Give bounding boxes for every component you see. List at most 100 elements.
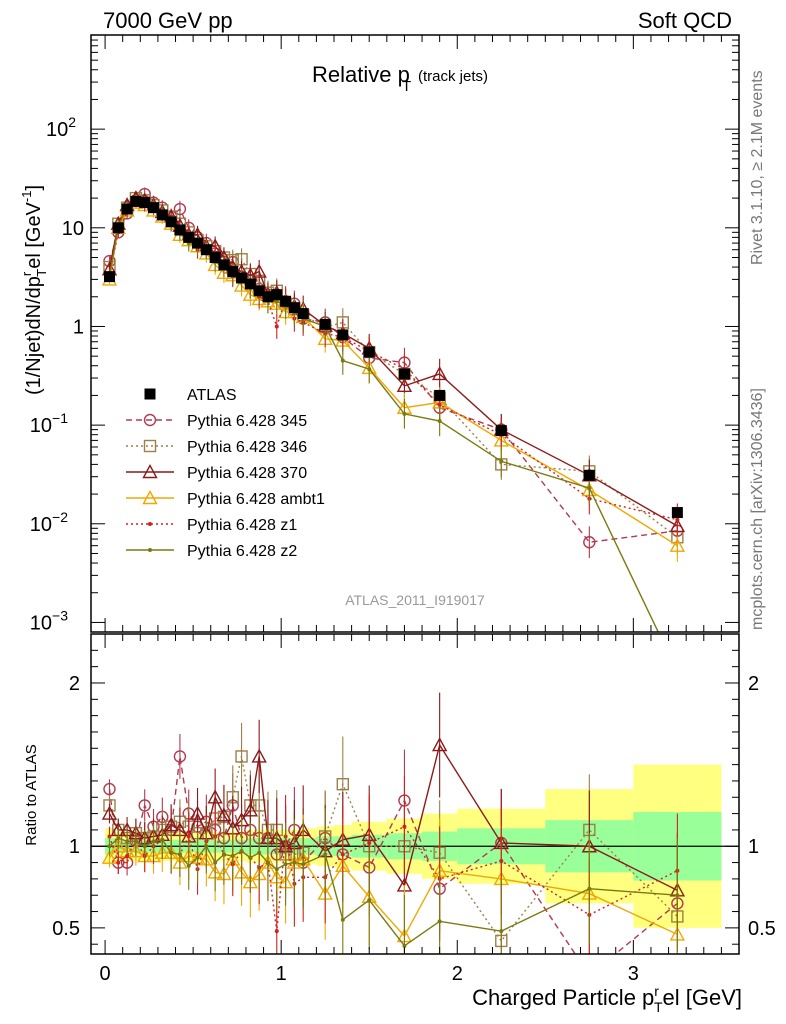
- ratio-point-z1: [116, 860, 121, 865]
- point-ambt1: [216, 264, 232, 279]
- ratio-point-p370: [189, 805, 206, 820]
- point-p345: [583, 536, 596, 549]
- legend-item-z2: Pythia 6.428 z2: [126, 543, 297, 560]
- ratio-series-layer: [101, 692, 686, 981]
- point-atlas: [671, 507, 683, 519]
- legend-label: Pythia 6.428 345: [187, 413, 307, 430]
- legend-label: Pythia 6.428 346: [187, 439, 307, 456]
- ratio-point-p345: [138, 799, 151, 812]
- top-y-label-sup-exp: -1: [19, 191, 34, 203]
- point-atlas: [130, 195, 142, 207]
- x-tick-label: 0: [100, 963, 111, 985]
- point-z2: [274, 299, 279, 304]
- ratio-point-z2: [239, 849, 244, 854]
- point-atlas: [280, 295, 292, 307]
- point-atlas: [209, 252, 221, 264]
- legend-marker: [148, 548, 152, 552]
- svg-text:(1/Njet)dN/dprTel [GeV-1]: (1/Njet)dN/dprTel [GeV-1]: [19, 185, 49, 395]
- ratio-point-p346: [336, 778, 350, 791]
- point-ambt1: [233, 277, 250, 292]
- ratio-point-z2: [301, 862, 306, 867]
- point-p370: [251, 263, 267, 278]
- point-atlas: [139, 197, 151, 209]
- ratio-point-z2: [221, 852, 226, 857]
- ratio-point-p370: [216, 807, 232, 822]
- ratio-point-p346: [235, 750, 248, 763]
- legend-item-z1: Pythia 6.428 z1: [126, 517, 297, 534]
- legend-item-atlas: ATLAS: [144, 387, 237, 404]
- point-ambt1: [242, 286, 259, 301]
- ratio-point-z1: [274, 929, 279, 934]
- point-atlas: [200, 244, 212, 256]
- legend-label: Pythia 6.428 370: [187, 465, 307, 482]
- point-atlas: [121, 203, 133, 215]
- point-atlas: [112, 222, 124, 234]
- point-z1: [274, 324, 279, 329]
- point-p370: [396, 377, 413, 393]
- ratio-point-z2: [169, 850, 174, 855]
- ratio-point-p345: [173, 750, 187, 763]
- ratio-point-p370: [431, 737, 448, 752]
- series-atlas: [103, 195, 683, 519]
- x-tick-label: 2: [452, 963, 463, 985]
- point-z2: [437, 419, 442, 424]
- ratio-point-z2: [274, 867, 279, 872]
- ratio-point-ambt1: [128, 843, 144, 858]
- legend-item-ambt1: Pythia 6.428 ambt1: [126, 490, 325, 508]
- plot-title-suffix: (track jets): [418, 68, 488, 85]
- point-atlas: [244, 278, 256, 290]
- top-frame: [90, 34, 740, 633]
- point-atlas: [363, 346, 375, 358]
- point-atlas: [192, 237, 204, 249]
- point-z2: [587, 486, 592, 491]
- x-tick-label: 1: [276, 963, 287, 985]
- series-line-p346: [108, 197, 678, 538]
- ratio-point-z2: [204, 844, 209, 849]
- ratio-point-z1: [340, 852, 345, 857]
- point-atlas: [253, 285, 265, 297]
- top-y-label-sub-t: T: [34, 269, 49, 277]
- ratio-point-z2: [213, 860, 218, 865]
- ratio-point-p370: [207, 789, 223, 804]
- svg-text:Charged Particle prTel [GeV]: Charged Particle pr Tel [GeV]: [472, 983, 742, 1015]
- point-z1: [437, 402, 442, 407]
- ratio-point-z1: [402, 824, 407, 829]
- plot-title: Relative p T (track jets): [312, 62, 488, 95]
- analysis-id: ATLAS_2011_I919017: [345, 592, 485, 608]
- ratio-y-tick-label-right: 1: [748, 836, 759, 858]
- legend-item-p370: Pythia 6.428 370: [126, 464, 307, 482]
- ratio-point-z2: [116, 836, 121, 841]
- ratio-point-z2: [499, 929, 504, 934]
- legend-marker: [142, 464, 158, 479]
- ratio-point-z2: [230, 854, 235, 859]
- header-right: Soft QCD: [638, 8, 732, 33]
- point-atlas: [288, 302, 300, 314]
- ratio-point-z1: [186, 834, 191, 839]
- point-atlas: [174, 224, 186, 236]
- ratio-point-z2: [160, 837, 165, 842]
- ratio-point-z2: [437, 919, 442, 924]
- bottom-frame: [90, 633, 740, 955]
- ratio-point-z2: [587, 886, 592, 891]
- bottom-y-axis-label: Ratio to ATLAS: [23, 744, 40, 845]
- ratio-point-p370: [251, 748, 267, 763]
- ratio-point-z1: [367, 840, 372, 845]
- ratio-point-p345: [584, 970, 595, 981]
- legend-label: Pythia 6.428 z1: [187, 517, 297, 534]
- ratio-point-z2: [367, 898, 372, 903]
- ratio-point-z2: [265, 860, 270, 865]
- ratio-point-z2: [107, 844, 112, 849]
- ratio-point-z1: [499, 858, 504, 863]
- legend-label: Pythia 6.428 ambt1: [187, 491, 325, 508]
- x-label-b: el [GeV]: [663, 985, 742, 1010]
- ratio-y-tick-label-right: 0.5: [748, 918, 776, 940]
- ratio-point-z2: [402, 943, 407, 948]
- ratio-point-z2: [125, 839, 130, 844]
- top-y-tick-label: 10−3: [30, 607, 68, 634]
- header-left: 7000 GeV pp: [103, 8, 233, 33]
- legend: ATLAS Pythia 6.428 345 Pythia 6.428 346 Pyt…: [126, 387, 325, 560]
- ratio-point-z1: [125, 854, 130, 859]
- ratio-y-tick-label-right: 2: [748, 673, 759, 695]
- point-z2: [367, 367, 372, 372]
